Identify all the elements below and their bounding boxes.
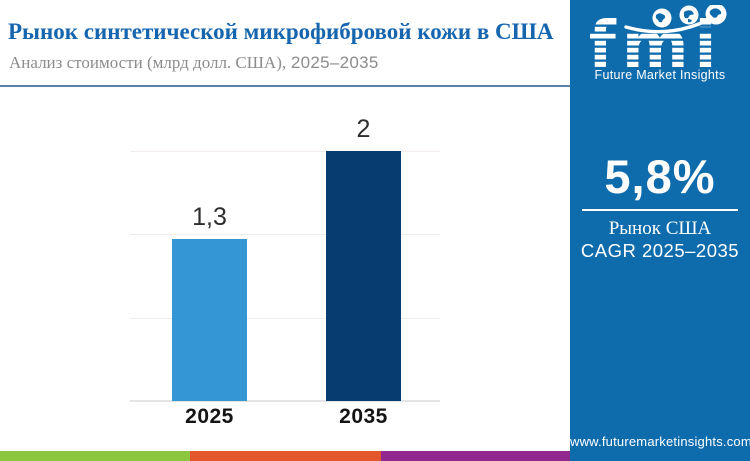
bar-2035	[326, 151, 401, 401]
stat-market-label: Рынок США	[608, 218, 712, 239]
stripe-green	[0, 451, 190, 461]
fmi-logo: fmi	[588, 3, 730, 85]
gridline	[130, 151, 440, 152]
bar-group-2025: 1,3	[172, 151, 247, 401]
stat-divider	[582, 209, 738, 211]
bar-group-2035: 2	[326, 117, 401, 401]
logo-tagline: Future Market Insights	[594, 68, 726, 82]
chart-panel: Рынок синтетической микрофибровой кожи в…	[0, 19, 570, 461]
brand-sidebar: fmi	[570, 0, 750, 461]
footer-stripe	[0, 451, 570, 461]
x-axis-label-2035: 2035	[339, 405, 388, 428]
stripe-purple	[381, 451, 570, 461]
plot-area: 1,3 2	[130, 117, 440, 402]
bar-value-2035: 2	[356, 115, 371, 143]
bar-2025	[172, 238, 247, 401]
chart-subtitle: Анализ стоимости (млрд долл. США), 2025–…	[9, 53, 565, 73]
x-axis-line	[130, 400, 440, 402]
stat-cagr-label: CAGR 2025–2035	[580, 240, 740, 261]
cagr-value: 5,8%	[604, 150, 716, 203]
stripe-orange	[190, 451, 381, 461]
page-title: Рынок синтетической микрофибровой кожи в…	[8, 19, 554, 44]
bar-value-2025: 1,3	[192, 202, 227, 231]
gridline	[130, 318, 440, 319]
subtitle-units: Анализ стоимости (млрд долл. США),	[9, 53, 287, 72]
gridline	[130, 234, 440, 235]
website-url: www.futuremarketinsights.com	[570, 434, 750, 449]
globe-europe-icon	[679, 5, 699, 25]
globe-americas-icon	[652, 8, 672, 28]
x-axis-label-2025: 2025	[185, 405, 234, 428]
globe-asia-icon	[705, 3, 727, 25]
subtitle-years: 2025–2035	[290, 53, 379, 72]
fmi-logo-graphic: fmi	[588, 3, 728, 83]
header-divider	[0, 85, 570, 87]
